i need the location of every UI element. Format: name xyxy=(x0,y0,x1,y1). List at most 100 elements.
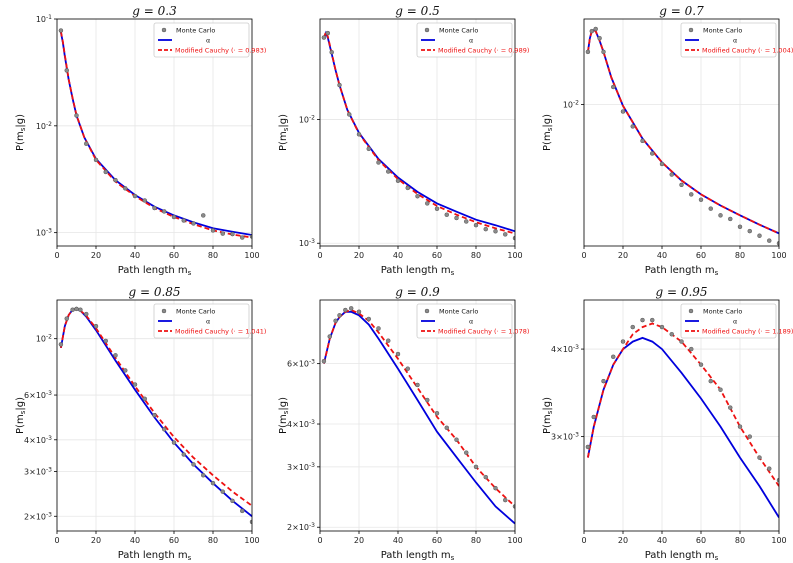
mc-point xyxy=(737,224,743,230)
x-tick-label: 40 xyxy=(130,251,140,260)
x-tick-label: 20 xyxy=(354,536,364,545)
x-axis-label: Path length ms xyxy=(118,550,192,562)
legend-entry-alpha: α xyxy=(206,37,210,45)
x-tick-label: 100 xyxy=(507,536,522,545)
x-tick-label: 20 xyxy=(354,251,364,260)
legend-box xyxy=(416,22,513,58)
mc-point xyxy=(93,157,99,163)
panel-title: g = 0.9 xyxy=(395,285,440,299)
mc-point xyxy=(162,209,167,214)
mc-point xyxy=(640,317,645,323)
mc-point xyxy=(415,193,420,199)
legend-entry-cauchy: Modified Cauchy (· = 0.983) xyxy=(175,47,266,55)
mc-point xyxy=(611,84,616,90)
mc-point xyxy=(659,161,665,167)
panel-title: g = 0.5 xyxy=(395,4,439,18)
mc-point xyxy=(483,474,488,480)
panel-g-0_3: 0 20 40 60 80 100 10-1 10-2 10-3 g = 0.3 Path leng… xyxy=(15,4,266,277)
legend-entry-monte-carlo: Monte Carlo xyxy=(439,308,478,316)
x-tick-label: 80 xyxy=(471,251,481,260)
legend-mc-marker xyxy=(161,27,167,33)
mc-point xyxy=(132,193,138,199)
mc-point xyxy=(597,35,602,41)
legend-entry-monte-carlo: Monte Carlo xyxy=(176,308,215,316)
x-tick-label: 100 xyxy=(244,251,259,260)
mc-point xyxy=(347,112,352,117)
panel-g-0_85: 0 20 40 60 80 100 10-2 6×10-3 4×10-3 3×10-3 2×10-3… xyxy=(15,285,266,562)
alpha-line xyxy=(587,29,779,235)
mc-point xyxy=(386,169,391,174)
plot-area xyxy=(321,29,515,241)
mc-point xyxy=(162,427,167,432)
cauchy-line xyxy=(587,322,779,487)
panel-title: g = 0.85 xyxy=(128,285,180,299)
x-tick-label: 60 xyxy=(432,251,442,260)
mc-point xyxy=(64,316,69,321)
panel-title: g = 0.7 xyxy=(659,4,704,18)
mc-point xyxy=(630,324,635,330)
mc-point xyxy=(201,473,206,478)
mc-point xyxy=(113,353,118,358)
mc-point xyxy=(601,49,606,55)
mc-point xyxy=(601,378,606,384)
x-tick-label: 0 xyxy=(317,251,322,260)
mc-point xyxy=(210,480,216,486)
legend-mc-marker xyxy=(688,27,694,33)
mc-point xyxy=(93,323,99,329)
x-tick-label: 40 xyxy=(130,536,140,545)
mc-point xyxy=(337,313,342,318)
mc-point xyxy=(376,326,381,331)
panel-g-0_95: 0 20 40 60 80 100 4×10-3 3×10-3 g = 0.95 Path len… xyxy=(542,285,793,562)
x-tick-label: 0 xyxy=(54,251,59,260)
legend-entry-cauchy: Modified Cauchy (· = 1.189) xyxy=(702,328,793,336)
y-tick-label: 10-2 xyxy=(563,99,579,109)
mc-point xyxy=(669,331,674,337)
mc-point xyxy=(327,334,332,339)
x-tick-label: 40 xyxy=(657,536,667,545)
mc-point xyxy=(747,228,752,234)
x-tick-label: 20 xyxy=(618,536,628,545)
mc-point xyxy=(220,489,225,494)
mc-point xyxy=(74,113,79,118)
y-tick-label: 4×10-3 xyxy=(24,435,52,445)
panel-title: g = 0.95 xyxy=(655,285,707,299)
mc-point xyxy=(679,339,684,344)
mc-point xyxy=(464,450,469,455)
mc-point xyxy=(132,382,138,387)
mc-point xyxy=(503,232,508,237)
mc-point xyxy=(210,228,216,233)
mc-point xyxy=(640,138,645,144)
mc-point xyxy=(70,307,75,312)
mc-point xyxy=(434,206,440,212)
mc-point xyxy=(747,434,752,439)
x-tick-label: 60 xyxy=(169,536,179,545)
legend-entry-monte-carlo: Monte Carlo xyxy=(439,27,478,35)
mc-point xyxy=(473,464,479,470)
legend-entry-cauchy: Modified Cauchy (· = 1.004) xyxy=(702,47,793,55)
mc-point xyxy=(728,216,733,222)
x-tick-label: 100 xyxy=(771,536,786,545)
y-axis-label: P(ms|g) xyxy=(15,114,27,151)
legend-box xyxy=(680,303,777,339)
axes-frame xyxy=(583,299,780,532)
mc-point xyxy=(425,397,430,403)
mc-point xyxy=(356,309,362,315)
mc-point xyxy=(152,412,157,418)
mc-point xyxy=(201,213,206,218)
x-tick-label: 60 xyxy=(432,536,442,545)
mc-point xyxy=(348,306,354,311)
mc-point xyxy=(444,425,449,431)
legend-entry-cauchy: Modified Cauchy (· = 0.989) xyxy=(438,47,529,55)
y-tick-label: 3×10-3 xyxy=(24,467,52,477)
mc-point xyxy=(142,198,147,203)
y-tick-label: 6×10-3 xyxy=(287,359,315,369)
legend-box xyxy=(416,303,513,339)
x-tick-label: 0 xyxy=(581,536,586,545)
mc-point xyxy=(593,26,598,32)
mc-point xyxy=(473,222,479,228)
y-axis-label: P(ms|g) xyxy=(542,114,554,151)
mc-point xyxy=(776,477,779,483)
legend-mc-marker xyxy=(688,308,694,314)
mc-point xyxy=(181,218,186,223)
x-tick-label: 80 xyxy=(208,536,218,545)
